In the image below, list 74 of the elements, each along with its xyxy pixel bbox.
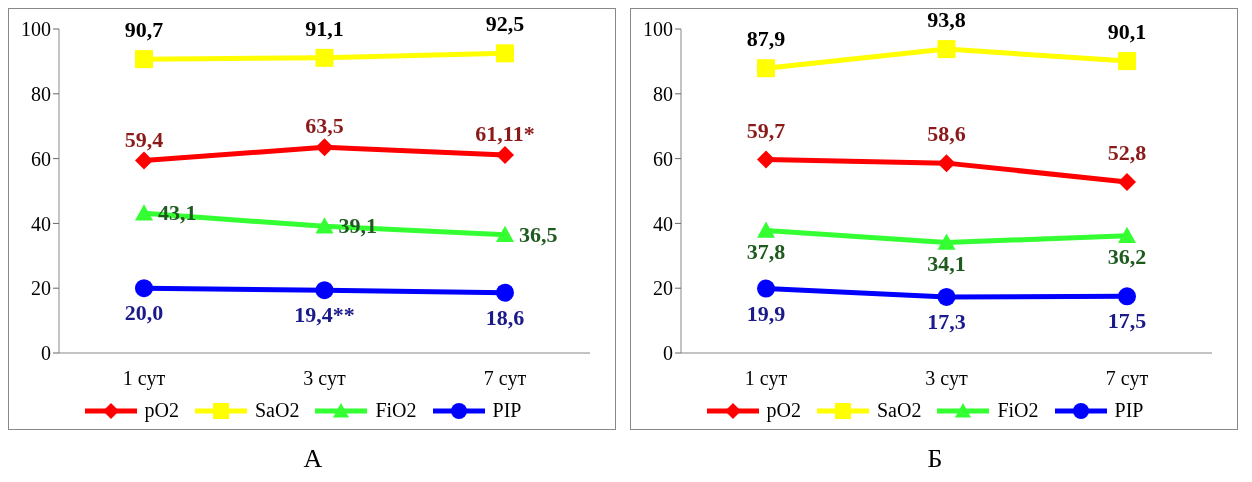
- point: [496, 283, 514, 302]
- y-tick-label: 100: [21, 18, 51, 41]
- point: [315, 281, 334, 300]
- y-tick-label: 100: [643, 18, 673, 41]
- data-label: 91,1: [305, 15, 344, 41]
- y-tick-label: 80: [31, 82, 51, 105]
- data-label: 37,8: [746, 238, 786, 264]
- point: [135, 50, 153, 69]
- text: А: [302, 444, 324, 474]
- point: [937, 233, 956, 250]
- y-tick-label: 60: [653, 147, 673, 170]
- legend-label: PIP: [491, 399, 522, 422]
- point: [1118, 52, 1136, 71]
- data-label: 20,0: [124, 300, 164, 326]
- point: [496, 44, 514, 63]
- data-label: 36,5: [519, 221, 558, 247]
- legend-label: PIP: [1113, 399, 1144, 422]
- x-tick-label: 1 сут: [122, 367, 166, 391]
- point: [135, 204, 153, 221]
- point: [1118, 172, 1136, 191]
- point: [757, 150, 775, 169]
- legend-label: pO2: [765, 399, 801, 422]
- data-label: 19,4**: [294, 302, 355, 328]
- data-label: 93,8: [927, 7, 966, 33]
- point: [315, 217, 334, 234]
- y-tick-label: 20: [653, 277, 673, 300]
- y-tick-label: 60: [31, 147, 51, 170]
- y-tick-label: 0: [41, 342, 51, 365]
- point: [315, 138, 334, 157]
- legend-label: pO2: [143, 399, 179, 422]
- data-label: 90,1: [1107, 19, 1147, 45]
- y-tick-label: 20: [31, 277, 51, 300]
- data-label: 17,3: [927, 308, 966, 334]
- legend-label: FiO2: [374, 399, 417, 422]
- point: [135, 151, 153, 170]
- point: [937, 154, 956, 173]
- data-label: 63,5: [305, 113, 344, 139]
- y-tick-label: 40: [31, 212, 51, 235]
- legend-label: SaO2: [254, 399, 300, 422]
- point: [496, 146, 514, 164]
- data-label: 61,11*: [475, 121, 535, 146]
- data-label: 92,5: [485, 11, 525, 37]
- point: [315, 48, 334, 67]
- data-label: 52,8: [1107, 139, 1147, 165]
- y-tick-label: 80: [653, 82, 673, 105]
- point: [135, 279, 153, 298]
- data-label: 34,1: [927, 250, 966, 276]
- legend-label: SaO2: [876, 399, 922, 422]
- text: Б: [926, 444, 944, 474]
- point: [757, 59, 775, 78]
- point: [757, 221, 775, 238]
- x-tick-label: 7 сут: [483, 367, 527, 391]
- point: [1118, 226, 1136, 243]
- x-tick-label: 3 сут: [925, 367, 968, 391]
- data-label: 87,9: [746, 26, 786, 52]
- data-label: 19,9: [746, 300, 786, 326]
- data-label: 90,7: [124, 17, 164, 43]
- data-label: 18,6: [485, 304, 525, 330]
- y-tick-label: 40: [653, 212, 673, 235]
- data-label: 59,7: [746, 117, 786, 143]
- point: [937, 287, 956, 306]
- point: [1118, 287, 1136, 306]
- data-label: 59,4: [124, 126, 164, 152]
- x-tick-label: 3 сут: [303, 367, 346, 391]
- data-label: 36,2: [1107, 243, 1147, 269]
- x-tick-label: 1 сут: [744, 367, 788, 391]
- data-label: 58,6: [927, 121, 966, 147]
- point: [937, 40, 956, 59]
- legend-label: FiO2: [996, 399, 1039, 422]
- x-tick-label: 7 сут: [1105, 367, 1149, 391]
- point: [496, 225, 514, 242]
- y-tick-label: 0: [663, 342, 673, 365]
- data-label: 17,5: [1107, 308, 1147, 334]
- point: [757, 279, 775, 298]
